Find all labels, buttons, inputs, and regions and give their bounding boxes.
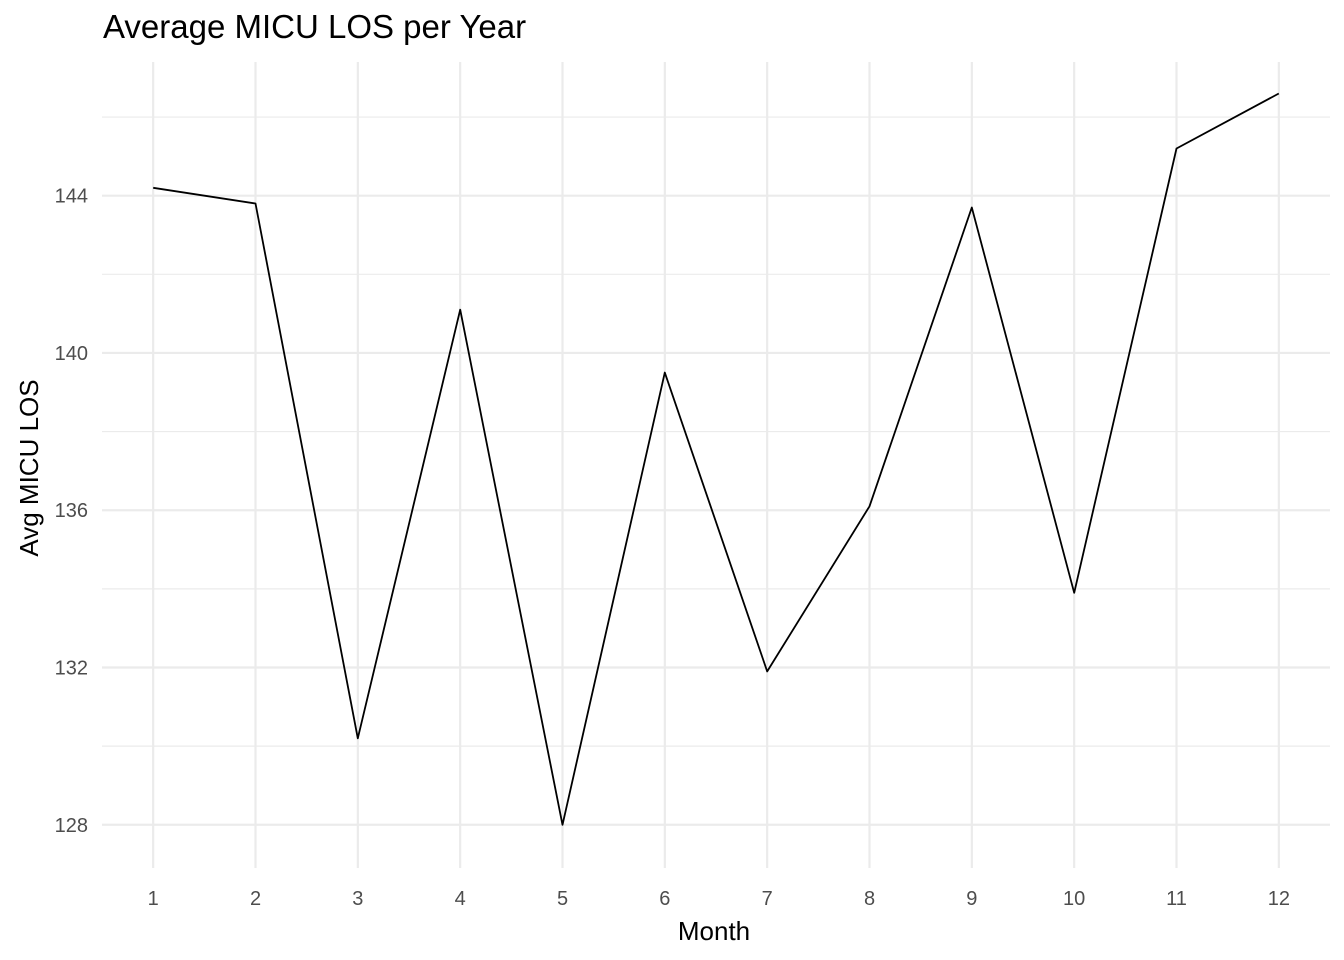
x-tick-label: 2: [250, 888, 261, 910]
x-tick-label: 5: [557, 888, 568, 910]
major-gridlines: [102, 62, 1330, 868]
x-tick-label: 12: [1268, 888, 1290, 910]
chart-title: Average MICU LOS per Year: [103, 8, 527, 45]
y-axis-tick-labels: 128 132 136 140 144: [55, 186, 88, 837]
x-tick-label: 11: [1166, 888, 1187, 910]
y-axis-title: Avg MICU LOS: [14, 379, 44, 556]
x-tick-label: 4: [455, 888, 466, 910]
x-axis-title: Month: [678, 916, 750, 946]
series-layer: [153, 92, 1280, 826]
y-tick-label: 132: [55, 657, 88, 679]
y-tick-label: 140: [55, 343, 88, 365]
minor-gridlines: [102, 116, 1330, 747]
x-axis-tick-labels: 1 2 3 4 5 6 7 8 9 10 11 12: [148, 888, 1290, 910]
x-tick-label: 9: [966, 888, 977, 910]
x-tick-label: 1: [148, 888, 159, 910]
x-tick-label: 8: [864, 888, 875, 910]
x-tick-label: 6: [659, 888, 670, 910]
y-tick-label: 144: [55, 186, 88, 208]
y-tick-label: 128: [55, 815, 88, 837]
y-tick-label: 136: [55, 500, 88, 522]
series-line: [153, 92, 1280, 826]
x-tick-label: 7: [762, 888, 773, 910]
x-tick-label: 10: [1063, 888, 1085, 910]
x-tick-label: 3: [352, 888, 363, 910]
